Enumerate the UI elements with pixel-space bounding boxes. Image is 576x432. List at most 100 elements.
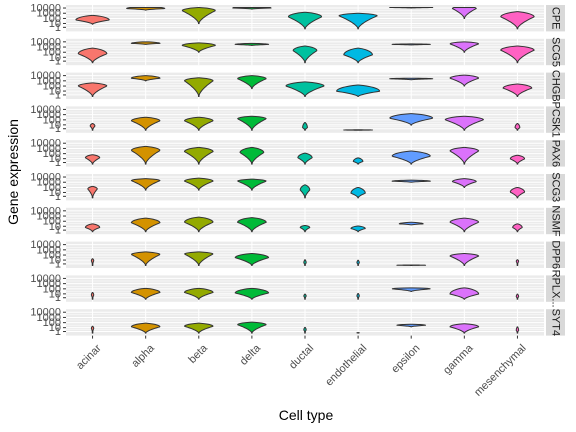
violin-delta [237,321,267,334]
y-tick-label: 10000 [30,172,61,184]
violin-mesenchymal [515,259,520,266]
y-tick-label: 100 [43,182,61,194]
violin-ductal [287,11,323,30]
violin-delta [239,146,265,165]
y-tick-label: 1000 [37,244,61,256]
strip-background [546,207,565,235]
y-tick-label: 10 [49,221,61,233]
y-tick-label: 10 [49,255,61,267]
violin-epsilon [391,287,431,292]
violin-alpha [130,178,161,191]
violin-alpha [130,287,161,300]
strip-label: DPP6 [550,240,562,269]
violin-acinar [77,82,108,97]
y-tick-label: 10 [49,288,61,300]
strip-label: PAX6 [550,140,562,167]
violin-ductal [303,293,307,300]
violin-endothelial [343,47,373,64]
x-tick-label: mesenchymal [472,342,528,398]
violin-beta [183,216,214,233]
y-tick-label: 10 [49,52,61,64]
y-tick-label: 1 [55,258,61,270]
violin-delta [237,217,267,233]
violin-epsilon [391,150,431,165]
strip-background [546,140,565,167]
y-tick-label: 10000 [30,3,61,15]
y-tick-label: 100 [43,283,61,295]
violin-alpha [126,7,166,11]
strip-background [546,309,565,336]
violin-alpha [130,75,161,82]
violin-mesenchymal [509,154,526,165]
y-tick-label: 10 [49,119,61,131]
violin-ductal [303,326,307,334]
y-tick-label: 1 [55,157,61,169]
y-tick-label: 1000 [37,177,61,189]
violin-acinar [90,258,95,266]
y-tick-label: 10 [49,18,61,30]
y-tick-label: 1 [55,191,61,203]
y-tick-label: 1000 [37,42,61,54]
y-tick-label: 10000 [30,36,61,48]
y-tick-label: 10000 [30,307,61,319]
violin-beta [183,287,214,300]
strip-label: CHGB [550,70,562,102]
violin-endothelial [350,225,366,233]
violin-delta [237,75,267,90]
y-tick-label: 1000 [37,312,61,324]
violin-beta [183,77,214,97]
violin-ductal [302,121,308,131]
violin-epsilon [396,323,427,328]
x-tick-label: gamma [441,342,476,377]
y-tick-label: 1000 [37,278,61,290]
violin-alpha [130,41,161,45]
y-tick-label: 1000 [37,75,61,87]
violin-acinar [89,123,96,131]
x-axis-title: Cell type [279,407,334,423]
strip-background [546,275,565,302]
violin-mesenchymal [500,11,535,30]
strip-label: CPE [550,7,562,30]
violin-endothelial [336,84,381,97]
violin-delta [234,253,270,266]
violin-mesenchymal [502,83,533,97]
strip-background [546,5,565,32]
y-tick-label: 100 [43,47,61,59]
y-tick-label: 1 [55,292,61,304]
violin-alpha [130,116,161,131]
violin-acinar [90,292,95,300]
y-tick-label: 10000 [30,239,61,251]
violin-delta [237,178,267,191]
x-tick-label: endothelial [323,342,369,388]
violin-ductal [299,224,311,233]
y-tick-label: 100 [43,81,61,93]
y-tick-label: 100 [43,317,61,329]
violin-epsilon [389,77,434,81]
violin-ductal [292,45,318,64]
violin-endothelial [356,293,360,300]
strip-background [546,72,565,99]
strip-label: SCG5 [550,37,562,67]
violin-gamma [451,178,477,188]
violin-epsilon [389,7,434,9]
violin-acinar [84,223,101,233]
violin-acinar [77,47,108,64]
violin-alpha [130,217,161,233]
violin-beta [181,42,216,53]
violin-endothelial [338,12,378,30]
violin-ductal [299,184,311,199]
y-tick-label: 1000 [37,109,61,121]
y-tick-label: 1 [55,123,61,135]
violin-beta [183,146,214,165]
y-tick-label: 1000 [37,143,61,155]
y-tick-label: 100 [43,13,61,25]
x-axis: acinar alpha beta delta ductal endothelial eps… [74,335,529,399]
violin-beta [184,322,214,334]
